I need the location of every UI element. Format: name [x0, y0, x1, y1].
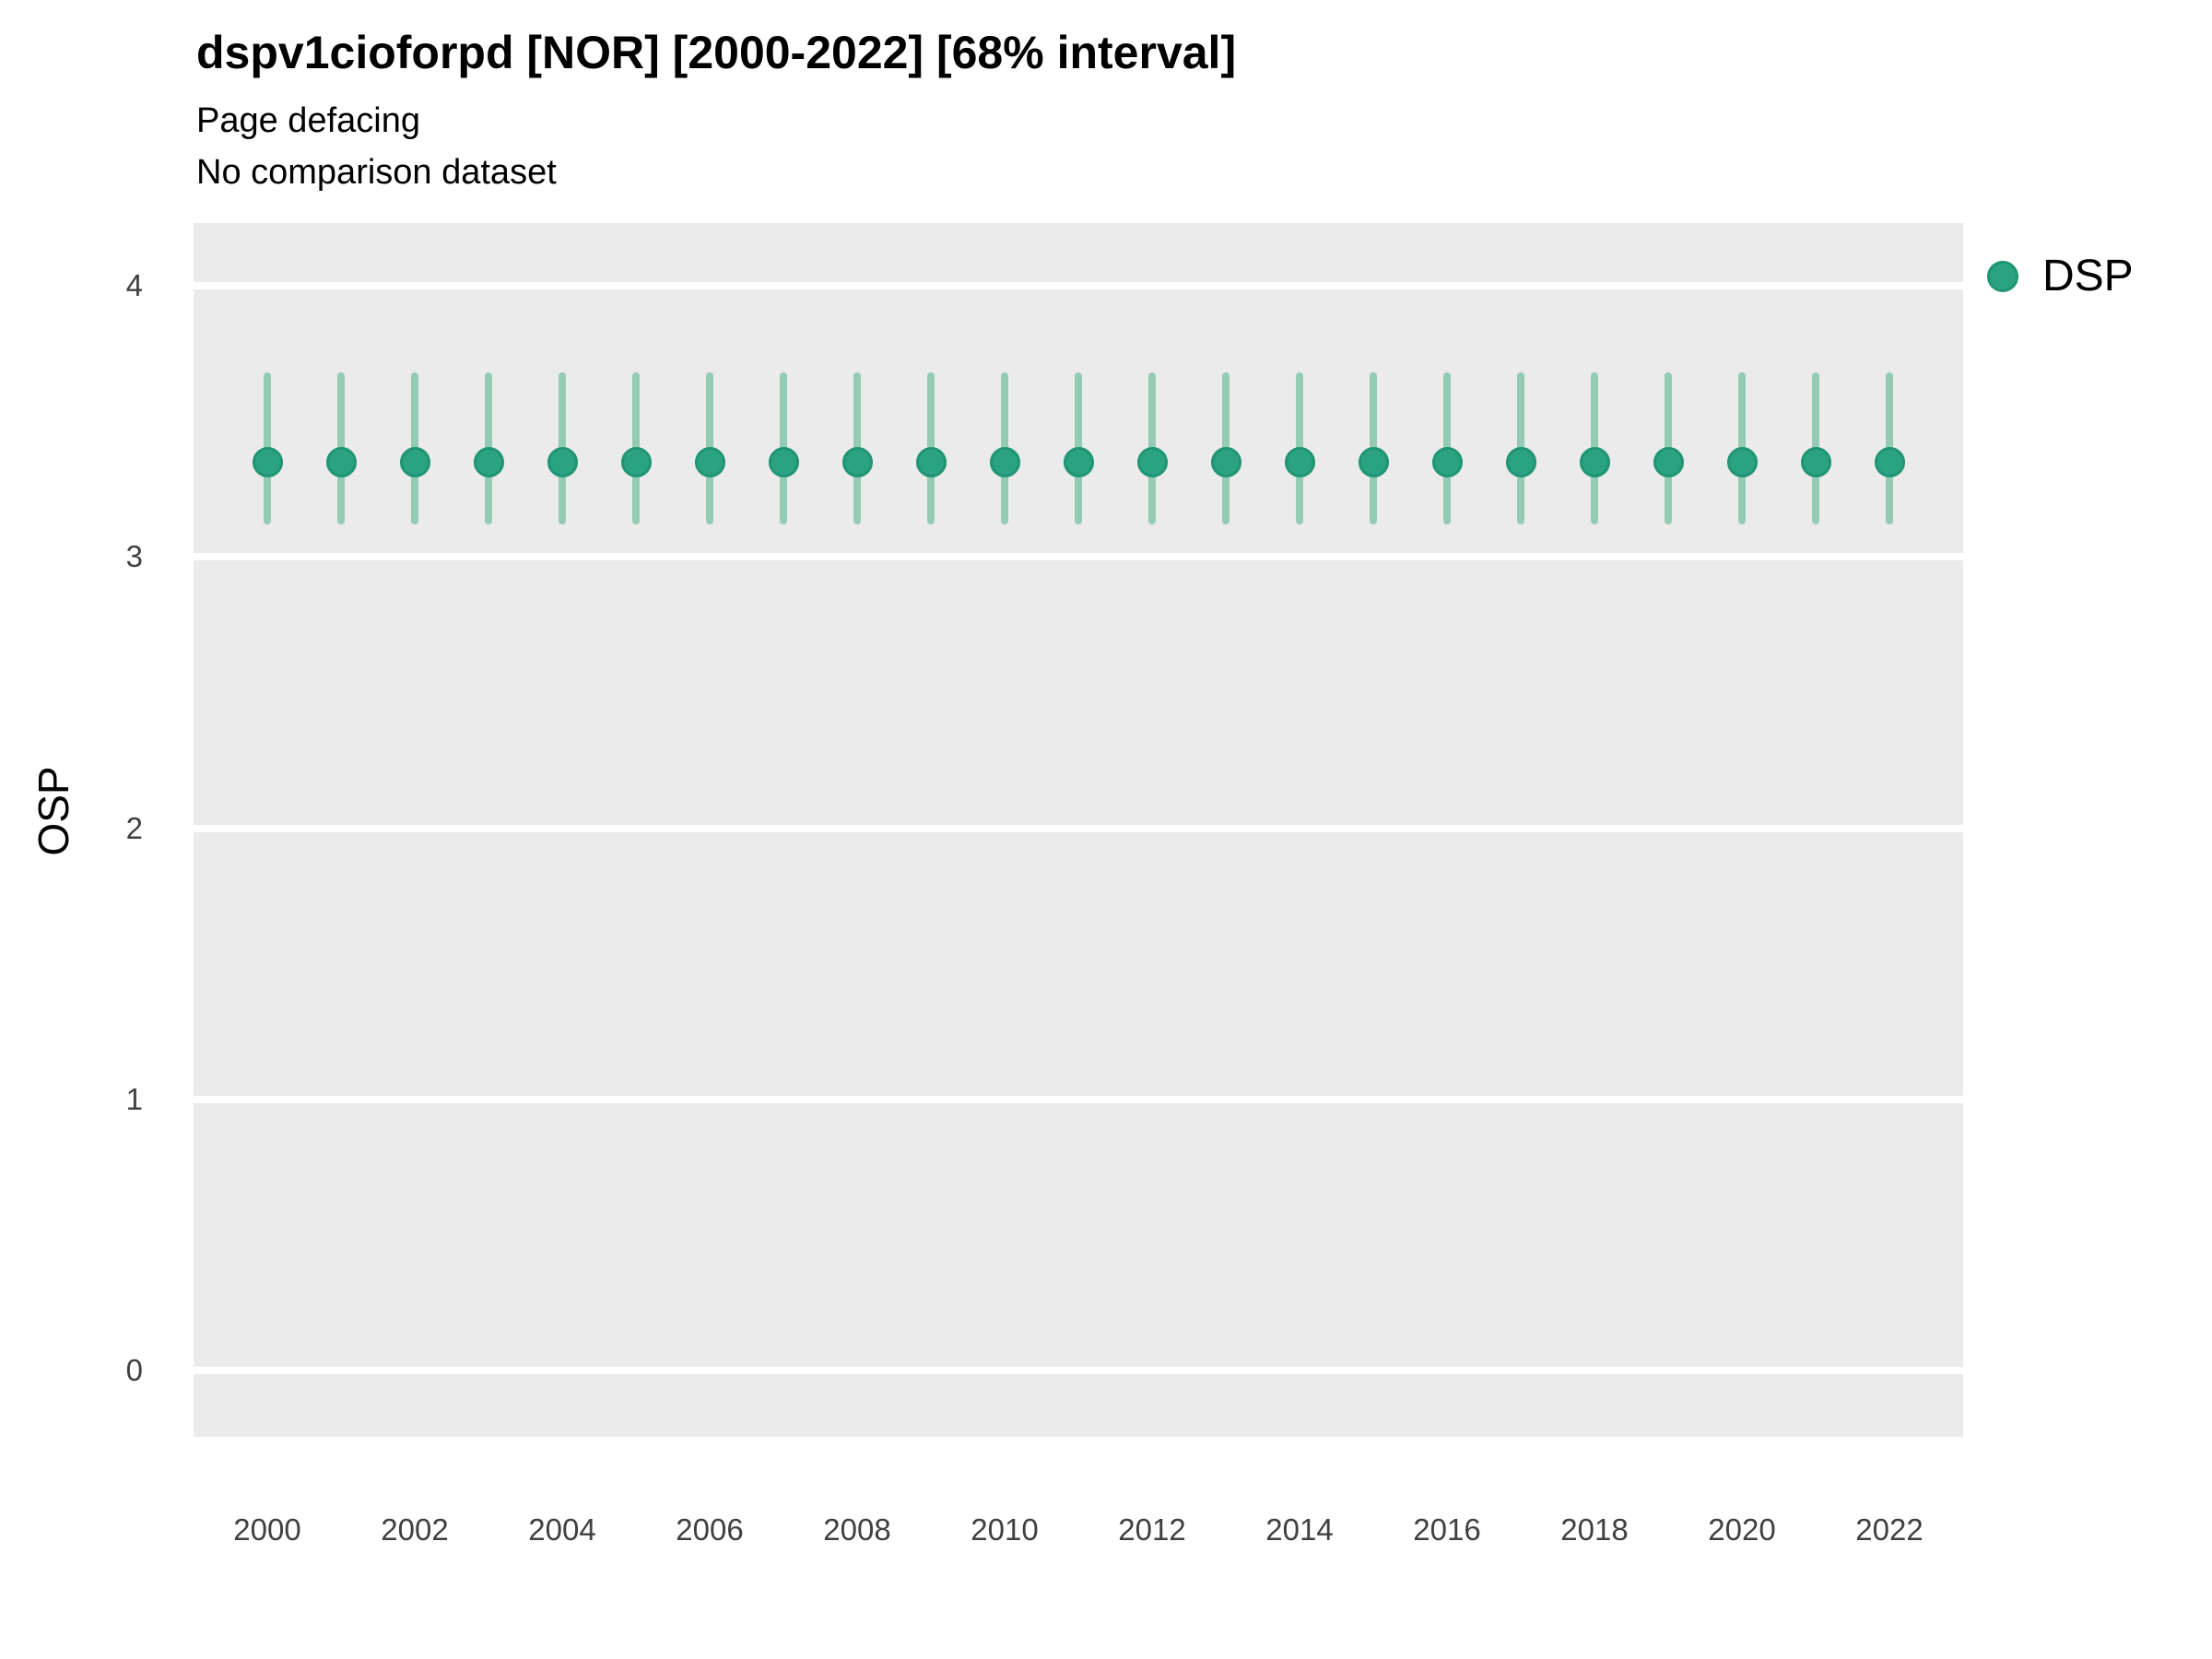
data-point-2013 [1210, 446, 1241, 477]
x-tick-label-2016: 2016 [1413, 1512, 1481, 1547]
data-point-2021 [1800, 446, 1831, 477]
data-point-2022 [1874, 446, 1905, 477]
data-point-2001 [325, 446, 357, 477]
x-tick-label-2004: 2004 [528, 1512, 596, 1547]
data-point-2008 [841, 446, 873, 477]
data-point-2004 [547, 446, 578, 477]
chart-title: dspv1cioforpd [NOR] [2000-2022] [68% int… [196, 27, 1237, 78]
x-tick-label-2010: 2010 [971, 1512, 1039, 1547]
x-tick-label-2022: 2022 [1855, 1512, 1924, 1547]
x-tick-label-2002: 2002 [381, 1512, 449, 1547]
data-point-2000 [252, 446, 283, 477]
dsp-point-legend-icon [1987, 260, 2018, 292]
gridline-y-3 [194, 553, 1963, 561]
data-point-2011 [1063, 446, 1094, 477]
x-tick-label-2000: 2000 [233, 1512, 301, 1547]
gridline-y-4 [194, 282, 1963, 289]
data-point-2002 [399, 446, 430, 477]
gridline-y-1 [194, 1095, 1963, 1103]
legend: DSP [1987, 251, 2134, 301]
legend-label-dsp: DSP [2042, 252, 2134, 300]
data-point-2020 [1726, 446, 1758, 477]
data-point-2016 [1431, 446, 1463, 477]
chart-caption-no-comparison: No comparison dataset [196, 153, 557, 192]
data-point-2005 [620, 446, 652, 477]
x-tick-label-2006: 2006 [676, 1512, 744, 1547]
y-tick-label-4: 4 [125, 268, 143, 302]
data-point-2009 [915, 446, 947, 477]
x-tick-label-2008: 2008 [823, 1512, 891, 1547]
x-tick-label-2018: 2018 [1560, 1512, 1629, 1547]
plot-panel [194, 223, 1963, 1437]
data-point-2018 [1579, 446, 1610, 477]
data-point-2017 [1505, 446, 1536, 477]
data-point-2010 [989, 446, 1020, 477]
y-tick-label-0: 0 [125, 1353, 143, 1387]
y-tick-label-2: 2 [125, 810, 143, 845]
x-tick-label-2014: 2014 [1265, 1512, 1334, 1547]
chart-subtitle: Page defacing [196, 101, 420, 140]
data-point-2007 [768, 446, 799, 477]
x-tick-label-2012: 2012 [1118, 1512, 1186, 1547]
gridline-y-2 [194, 824, 1963, 832]
data-point-2015 [1358, 446, 1389, 477]
data-point-2006 [694, 446, 725, 477]
data-point-2014 [1284, 446, 1315, 477]
data-point-2019 [1653, 446, 1684, 477]
x-tick-label-2020: 2020 [1708, 1512, 1776, 1547]
data-point-2012 [1136, 446, 1168, 477]
data-point-2003 [473, 446, 504, 477]
y-tick-label-3: 3 [125, 539, 143, 574]
y-tick-label-1: 1 [125, 1081, 143, 1116]
gridline-y-0 [194, 1367, 1963, 1374]
